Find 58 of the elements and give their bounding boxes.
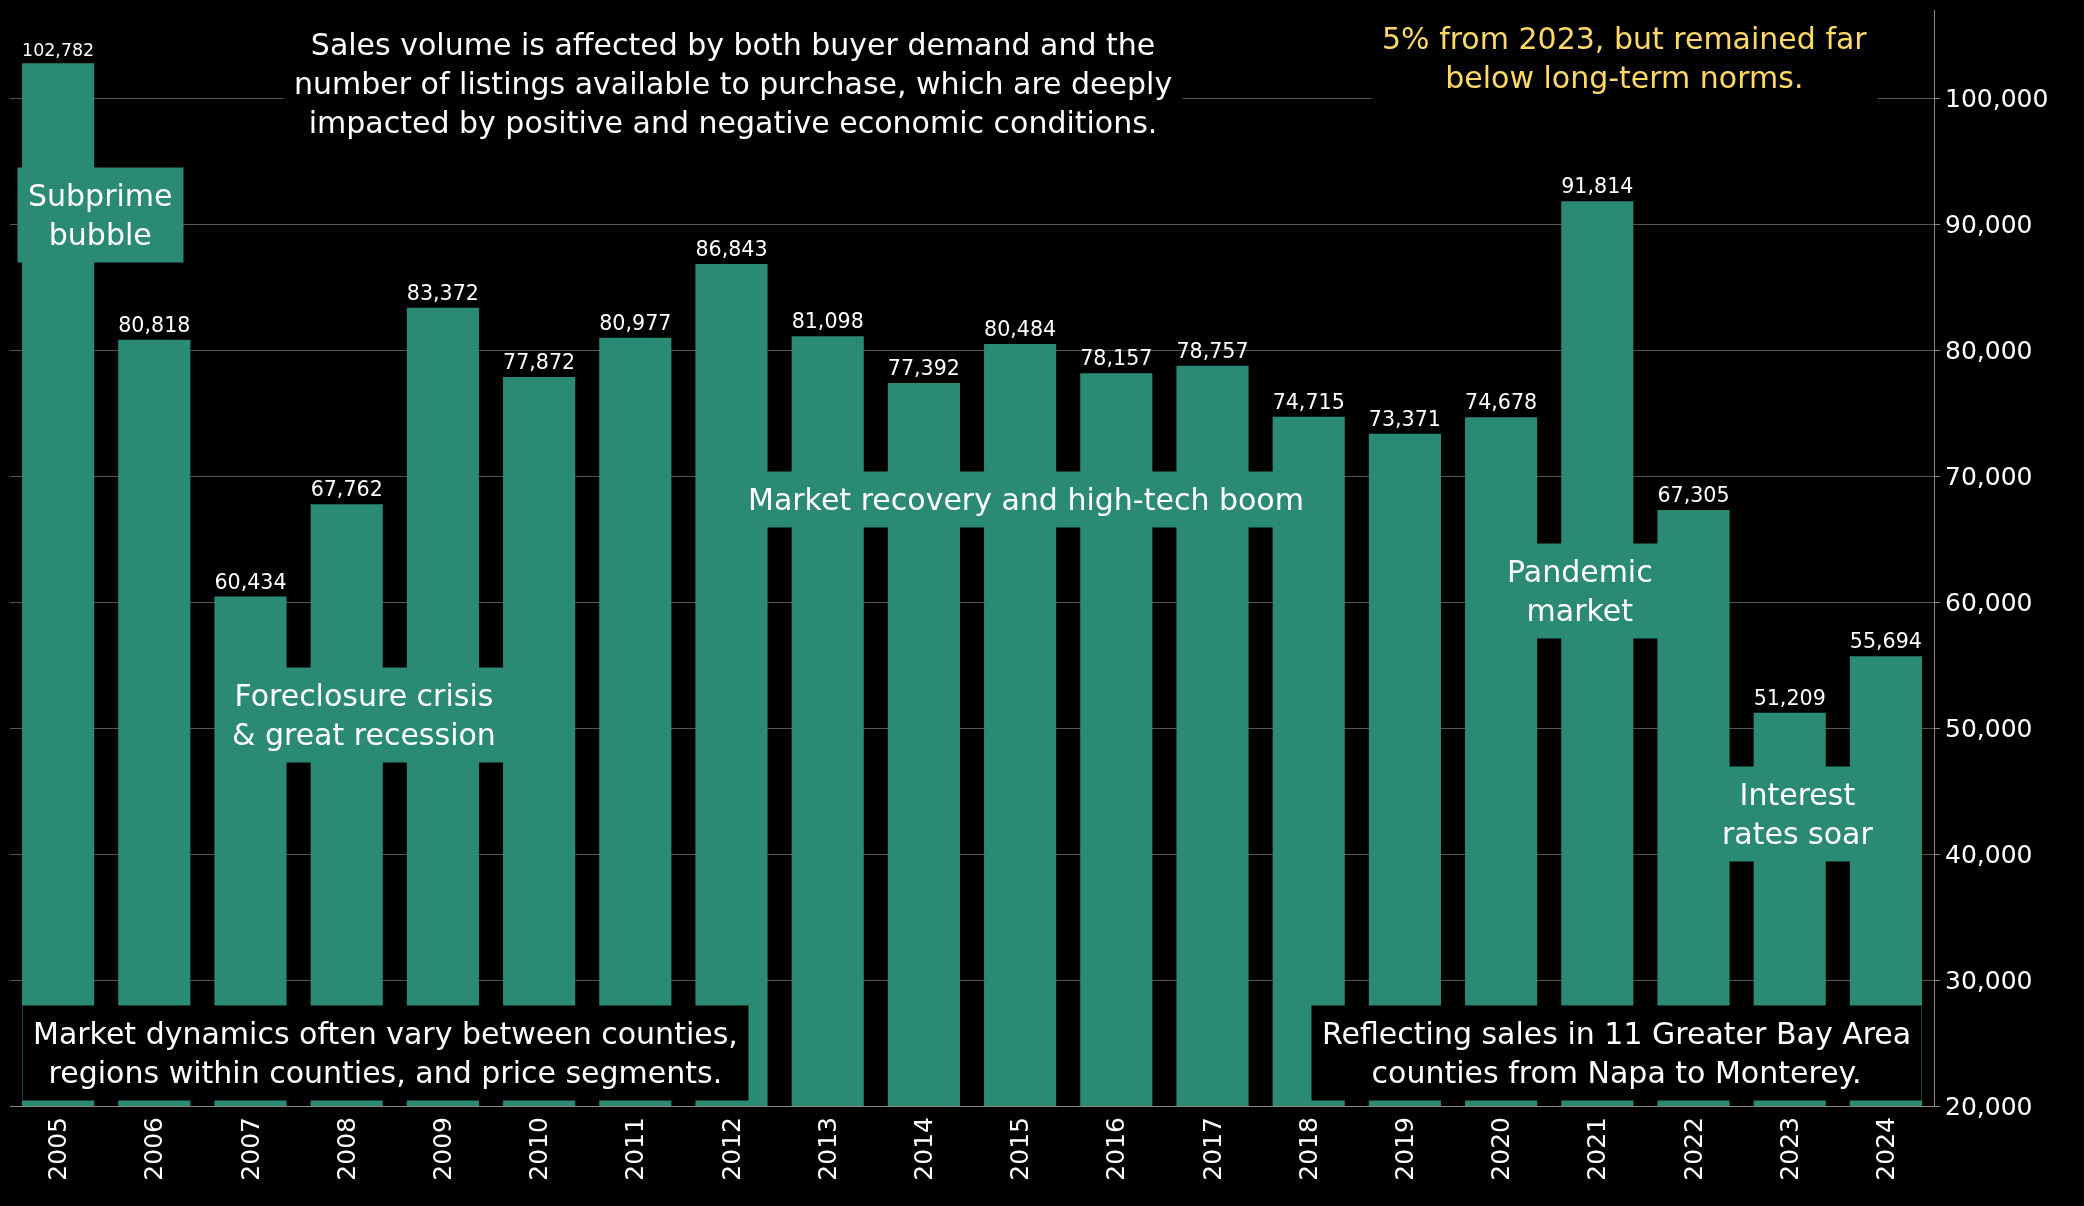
y-tick-label: 30,000	[1945, 965, 2033, 995]
data-label: 81,098	[791, 309, 864, 334]
x-tick-label: 2005	[43, 1117, 73, 1181]
annotation: Interest rates soar	[1722, 777, 1874, 851]
data-label: 80,977	[599, 310, 672, 335]
y-tick-label: 50,000	[1945, 713, 2033, 743]
x-tick-label: 2020	[1486, 1117, 1516, 1181]
data-label: 73,371	[1368, 406, 1441, 431]
data-label: 55,694	[1849, 629, 1922, 654]
x-tick-label: 2008	[331, 1117, 361, 1181]
x-tick-label: 2012	[716, 1117, 746, 1181]
data-label: 80,818	[118, 312, 191, 337]
annotation: Market dynamics often vary between counties, regions within counties, and price segments.	[33, 1016, 738, 1090]
x-tick-label: 2011	[620, 1117, 650, 1181]
data-label: 77,392	[887, 356, 960, 381]
data-label: 74,715	[1272, 389, 1345, 414]
x-tick-label: 2018	[1293, 1117, 1323, 1181]
annotation: Market recovery and high-tech boom	[748, 482, 1304, 517]
annotation: Reflecting sales in 11 Greater Bay Area counties from Napa to Monterey.	[1322, 1016, 1912, 1090]
x-tick-label: 2022	[1678, 1117, 1708, 1181]
x-tick-label: 2006	[139, 1117, 169, 1181]
data-label: 102,782	[22, 39, 95, 60]
x-tick-label: 2010	[524, 1117, 554, 1181]
x-tick-label: 2024	[1871, 1117, 1901, 1181]
annotation: 5% from 2023, but remained far below long-term norms.	[1382, 21, 1868, 95]
data-label: 80,484	[984, 317, 1057, 342]
x-tick-label: 2017	[1197, 1117, 1227, 1181]
x-tick-label: 2021	[1582, 1117, 1612, 1181]
data-label: 78,157	[1080, 346, 1153, 371]
annotation: Foreclosure crisis & great recession	[232, 678, 496, 752]
y-tick-label: 70,000	[1945, 461, 2033, 491]
data-label: 74,678	[1465, 390, 1538, 415]
data-label: 67,305	[1657, 483, 1730, 508]
y-tick-label: 90,000	[1945, 209, 2033, 239]
x-tick-label: 2014	[909, 1117, 939, 1181]
data-label: 60,434	[214, 569, 287, 594]
y-tick-label: 80,000	[1945, 335, 2033, 365]
data-label: 67,762	[310, 477, 383, 502]
data-label: 91,814	[1561, 174, 1634, 199]
x-tick-label: 2015	[1005, 1117, 1035, 1181]
y-tick-label: 40,000	[1945, 839, 2033, 869]
data-label: 78,757	[1176, 338, 1249, 363]
y-tick-label: 100,000	[1945, 83, 2049, 113]
annotation: Subprime bubble	[28, 178, 173, 252]
x-tick-label: 2007	[235, 1117, 265, 1181]
x-tick-label: 2009	[428, 1117, 458, 1181]
data-label: 51,209	[1753, 685, 1826, 710]
annotation: Sales volume is affected by both buyer demand and the number of listings available to purchase, which are deeply impacted by positive and negative economic conditions.	[294, 27, 1173, 140]
data-label: 83,372	[406, 280, 479, 305]
y-tick-label: 60,000	[1945, 587, 2033, 617]
y-tick-label: 20,000	[1945, 1091, 2033, 1121]
x-tick-label: 2013	[812, 1117, 842, 1181]
annotation: Pandemic market	[1507, 554, 1653, 628]
data-label: 86,843	[695, 236, 768, 261]
x-tick-label: 2016	[1101, 1117, 1131, 1181]
x-tick-label: 2019	[1390, 1117, 1420, 1181]
x-tick-label: 2023	[1774, 1117, 1804, 1181]
data-label: 77,872	[503, 350, 576, 374]
